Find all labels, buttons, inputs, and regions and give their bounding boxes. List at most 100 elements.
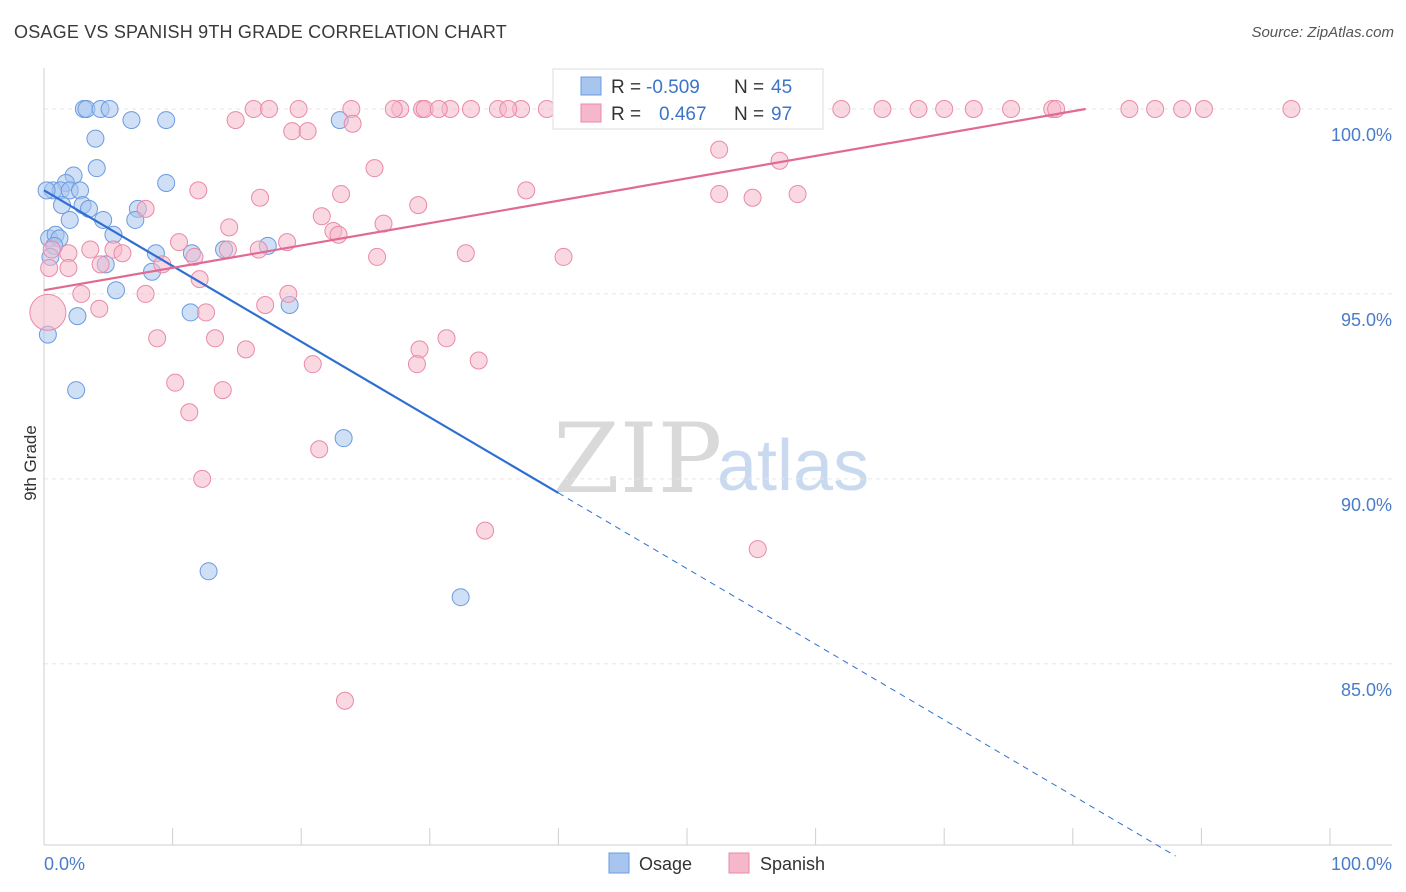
point-spanish-94 — [461, 99, 480, 118]
point-spanish-83 — [303, 355, 322, 374]
legend-label-osage[interactable]: Osage — [639, 854, 692, 874]
point-spanish-34 — [298, 122, 317, 141]
point-spanish-29 — [499, 99, 518, 118]
x-tick-label-max: 100.0% — [1331, 854, 1392, 874]
point-spanish-65 — [91, 255, 110, 274]
point-spanish-20 — [1002, 99, 1021, 118]
point-spanish-80 — [236, 340, 255, 359]
point-spanish-81 — [410, 340, 429, 359]
legend-label-spanish[interactable]: Spanish — [760, 854, 825, 874]
point-spanish-85 — [166, 373, 185, 392]
stats-r-label-spanish: R = — [611, 104, 641, 125]
stats-n-label-spanish: N = — [734, 104, 764, 125]
point-spanish-96 — [429, 99, 448, 118]
point-spanish-56 — [554, 247, 573, 266]
point-spanish-38 — [189, 181, 208, 200]
watermark-atlas: atlas — [717, 426, 869, 506]
point-osage-4 — [122, 111, 141, 130]
chart-source: Source: ZipAtlas.com — [1251, 24, 1394, 41]
point-spanish-57 — [368, 247, 387, 266]
point-spanish-17 — [909, 99, 928, 118]
y-tick-label-0: 100.0% — [1331, 125, 1392, 145]
point-spanish-89 — [193, 469, 212, 488]
point-spanish-25 — [1173, 99, 1192, 118]
stats-swatch-spanish — [580, 103, 602, 123]
point-spanish-74 — [90, 299, 109, 318]
point-spanish-73 — [256, 296, 275, 315]
point-spanish-72 — [279, 284, 298, 303]
point-spanish-52 — [170, 233, 189, 252]
point-spanish-59 — [81, 240, 100, 259]
point-spanish-78 — [206, 329, 225, 348]
point-osage-11 — [157, 173, 176, 192]
point-osage-41 — [334, 429, 353, 448]
point-spanish-2 — [289, 99, 308, 118]
point-spanish-42 — [710, 185, 729, 204]
point-spanish-18 — [935, 99, 954, 118]
point-spanish-45 — [409, 196, 428, 215]
point-spanish-31 — [226, 111, 245, 130]
point-osage-40 — [67, 381, 86, 400]
stats-swatch-osage — [580, 76, 602, 96]
point-spanish-64 — [218, 240, 237, 259]
point-spanish-61 — [42, 240, 61, 259]
point-spanish-37 — [365, 159, 384, 178]
point-osage-18 — [80, 199, 99, 218]
point-osage-38 — [68, 307, 87, 326]
point-spanish-0 — [244, 99, 263, 118]
point-spanish-63 — [185, 247, 204, 266]
point-spanish-76 — [29, 293, 67, 331]
data-points — [29, 99, 1301, 710]
point-spanish-1 — [260, 99, 279, 118]
point-spanish-70 — [72, 284, 91, 303]
point-spanish-68 — [40, 259, 59, 278]
point-osage-7 — [86, 129, 105, 148]
point-spanish-35 — [710, 140, 729, 159]
point-spanish-77 — [148, 329, 167, 348]
y-tick-label-3: 85.0% — [1341, 680, 1392, 700]
legend-swatch-spanish[interactable] — [728, 852, 750, 874]
point-osage-42 — [199, 562, 218, 581]
point-osage-22 — [126, 210, 145, 229]
x-tick-label-min: 0.0% — [44, 854, 85, 874]
point-osage-37 — [181, 303, 200, 322]
point-spanish-84 — [407, 355, 426, 374]
point-spanish-67 — [59, 259, 78, 278]
point-spanish-23 — [1120, 99, 1139, 118]
point-spanish-62 — [113, 244, 132, 263]
legend-swatch-osage[interactable] — [608, 852, 630, 874]
stats-r-label-osage: R = — [611, 77, 641, 98]
point-spanish-39 — [517, 181, 536, 200]
point-osage-5 — [157, 111, 176, 130]
tick-labels: 100.0% 95.0% 90.0% 85.0% 0.0% 100.0% — [44, 125, 1392, 874]
y-axis-label: 9th Grade — [21, 425, 40, 501]
point-spanish-46 — [136, 199, 155, 218]
point-spanish-92 — [335, 691, 354, 710]
axes — [43, 68, 1392, 846]
point-spanish-44 — [788, 185, 807, 204]
point-spanish-79 — [437, 329, 456, 348]
point-spanish-87 — [180, 403, 199, 422]
point-spanish-43 — [743, 188, 762, 207]
watermark-zip: ZIP — [553, 403, 722, 515]
stats-n-value-spanish: 97 — [771, 104, 792, 125]
point-osage-8 — [87, 159, 106, 178]
point-spanish-15 — [832, 99, 851, 118]
point-spanish-33 — [283, 122, 302, 141]
point-spanish-28 — [384, 99, 403, 118]
trend-line-osage-extrapolated — [558, 492, 1176, 857]
point-spanish-27 — [1282, 99, 1301, 118]
point-spanish-40 — [332, 185, 351, 204]
trend-line-osage — [43, 189, 559, 494]
stats-box: R = -0.509 N = 45 R = 0.467 N = 97 — [552, 68, 824, 130]
point-spanish-86 — [213, 381, 232, 400]
point-spanish-82 — [469, 351, 488, 370]
point-osage-20 — [60, 210, 79, 229]
point-spanish-16 — [873, 99, 892, 118]
stats-r-value-spanish: 0.467 — [659, 104, 707, 125]
point-spanish-88 — [310, 440, 329, 459]
point-spanish-19 — [964, 99, 983, 118]
point-osage-3 — [100, 99, 119, 118]
point-spanish-90 — [476, 521, 495, 540]
